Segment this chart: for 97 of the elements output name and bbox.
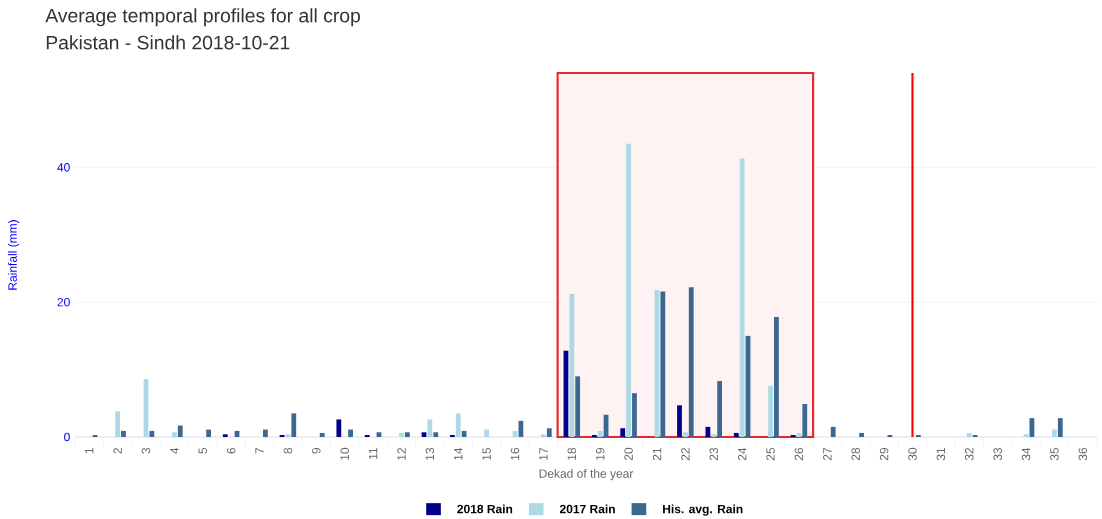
bar [121, 430, 126, 437]
bar [705, 426, 711, 437]
x-tick-label: 10 [340, 447, 349, 460]
bar [1052, 429, 1057, 437]
x-tick-label: 22 [681, 448, 690, 461]
x-tick-label: 25 [766, 447, 775, 461]
bar [972, 434, 978, 437]
y-tick-label: 0 [64, 432, 70, 442]
bar [285, 434, 291, 437]
bar [404, 432, 410, 437]
x-tick-label: 20 [624, 447, 633, 461]
bar [768, 385, 773, 437]
legend-label: 2018 Rain [457, 504, 513, 514]
bar [541, 434, 546, 437]
bar [115, 411, 120, 437]
bar [546, 428, 552, 437]
bar [711, 434, 717, 437]
bar [427, 419, 433, 437]
x-tick-label: 11 [368, 447, 378, 459]
bar [348, 429, 353, 437]
x-tick-label: 12 [397, 448, 406, 460]
bar [206, 429, 212, 437]
bar [171, 432, 177, 437]
bar [433, 432, 439, 437]
bar [1057, 418, 1063, 437]
x-tick-label: 13 [425, 447, 435, 460]
bar [830, 426, 836, 437]
bar [966, 432, 972, 437]
bar [449, 434, 455, 437]
x-tick-label: 5 [198, 447, 207, 454]
x-tick-label: 34 [1021, 447, 1031, 461]
x-tick-label: 8 [283, 447, 293, 454]
x-tick-label: 26 [794, 447, 804, 461]
bar [774, 317, 779, 437]
x-tick-label: 33 [993, 447, 1002, 461]
bar [632, 393, 637, 437]
legend-label: 2017 Rain [559, 504, 615, 514]
x-tick-label: 7 [255, 448, 264, 454]
x-tick-label: 18 [567, 447, 577, 460]
x-tick-label: 31 [936, 447, 946, 461]
bar [717, 381, 723, 437]
x-tick-label: 36 [1078, 447, 1088, 461]
bar [802, 403, 808, 437]
x-tick-label: 14 [454, 447, 463, 460]
x-tick-label: 32 [965, 448, 974, 461]
bar [399, 432, 404, 437]
x-tick-label: 3 [141, 447, 151, 454]
bar [177, 425, 183, 437]
x-tick-label: 24 [737, 447, 747, 461]
bar [915, 434, 921, 437]
bar [682, 432, 688, 437]
bar [575, 376, 581, 437]
x-tick-label: 35 [1050, 447, 1059, 461]
bar [660, 291, 666, 437]
bar [739, 158, 745, 437]
bar [677, 405, 682, 437]
bar [484, 429, 490, 437]
bar [364, 434, 370, 437]
bar [591, 434, 597, 437]
y-tick-label: 20 [57, 297, 70, 307]
bar [291, 413, 297, 437]
x-axis-title: Dekad of the year [539, 469, 634, 481]
x-tick-label: 15 [482, 447, 491, 460]
x-tick-label: 27 [823, 448, 832, 461]
x-tick-label: 16 [510, 447, 520, 460]
x-tick-label: 21 [652, 447, 662, 461]
y-tick-label: 40 [57, 163, 70, 172]
bar [149, 430, 155, 437]
bar [688, 287, 694, 437]
bar [569, 294, 575, 437]
bar [263, 429, 268, 437]
x-tick-label: 17 [539, 448, 548, 460]
legend-label: His. avg. Rain [663, 504, 743, 516]
bar [626, 143, 631, 437]
bar [597, 430, 603, 437]
bar [461, 430, 467, 437]
x-tick-label: 6 [226, 447, 236, 454]
bar [222, 434, 228, 437]
x-tick-label: 30 [908, 447, 917, 461]
bar [1023, 434, 1029, 437]
x-tick-label: 29 [879, 447, 889, 461]
x-tick-label: 4 [170, 447, 179, 454]
chart-subtitle: Pakistan - Sindh 2018-10-21 [46, 35, 290, 50]
x-tick-label: 23 [709, 447, 719, 461]
bar [620, 428, 626, 437]
bar [319, 432, 325, 437]
y-axis-title: Rainfall (mm) [8, 220, 20, 290]
bar [336, 419, 342, 437]
bar [859, 432, 864, 437]
x-tick-label: 2 [113, 448, 122, 454]
x-tick-label: 9 [312, 447, 321, 454]
x-tick-label: 1 [85, 447, 94, 454]
x-tick-label: 19 [595, 447, 605, 460]
bar [733, 432, 739, 437]
x-tick-label: 28 [851, 447, 860, 461]
bar [455, 413, 461, 437]
chart-title: Average temporal profiles for all crop [45, 8, 360, 27]
